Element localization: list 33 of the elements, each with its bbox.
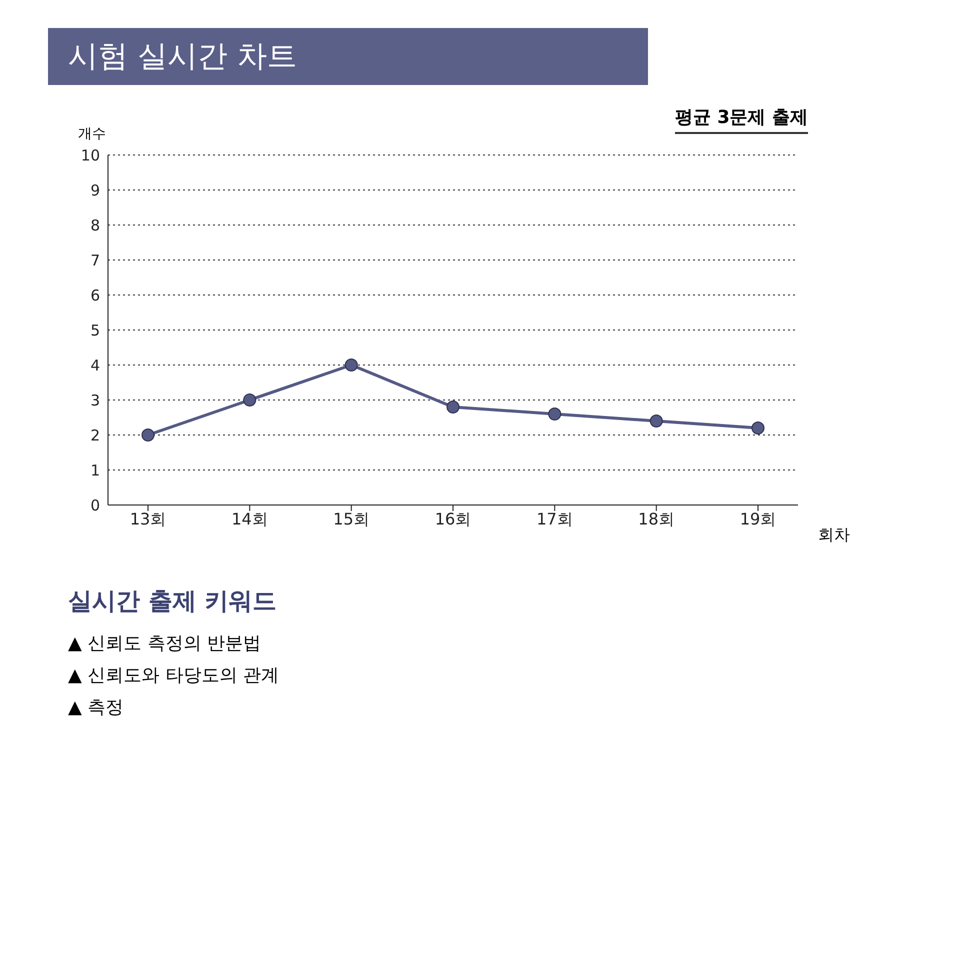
y-tick-label: 2 <box>90 426 100 444</box>
y-tick-label: 4 <box>90 356 100 374</box>
x-tick-label: 13회 <box>130 509 166 528</box>
y-tick-label: 6 <box>90 286 100 304</box>
x-tick-label: 14회 <box>231 509 268 528</box>
y-tick-label: 1 <box>90 461 100 480</box>
text: ▲ 신뢰도 측정의 반분법 <box>68 632 262 655</box>
x-tick-label: 19회 <box>740 509 776 528</box>
y-tick-label: 3 <box>90 391 100 410</box>
y-tick-label: 9 <box>90 181 100 200</box>
point <box>344 358 358 372</box>
y-tick-label: 0 <box>90 496 100 514</box>
y-tick-label: 10 <box>80 146 100 164</box>
text: ▲ 신뢰도와 타당도의 관계 <box>68 664 280 687</box>
text: ▲ 측정 <box>68 696 125 719</box>
y-tick-label: 8 <box>90 216 100 234</box>
point <box>243 394 256 406</box>
x-tick-label: 15회 <box>333 509 370 528</box>
point <box>446 400 460 414</box>
x-axis-title: 회차 <box>818 525 850 546</box>
text: 실시간 출제 키워드 <box>68 586 278 617</box>
point <box>752 422 764 434</box>
point <box>142 428 154 442</box>
x-tick-label: 16회 <box>434 509 472 528</box>
chart-title: 시험 실시간 차트 <box>48 28 648 85</box>
y-tick-label: 7 <box>90 251 100 270</box>
point <box>650 414 663 428</box>
y-axis-title: 개수 <box>78 125 106 143</box>
x-tick-label: 18회 <box>638 509 675 528</box>
y-tick-label: 5 <box>90 321 100 340</box>
text: 평균 3문제 출제 <box>674 105 808 134</box>
point <box>548 408 562 420</box>
x-tick-label: 17회 <box>536 509 573 528</box>
